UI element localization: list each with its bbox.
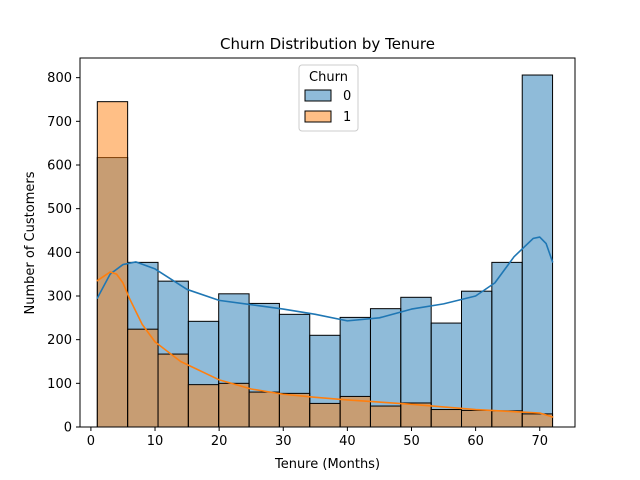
x-tick-label: 20 bbox=[211, 434, 228, 449]
x-axis-label: Tenure (Months) bbox=[274, 457, 380, 472]
y-tick-label: 700 bbox=[47, 115, 72, 130]
bar-series-1-bin-13 bbox=[491, 410, 523, 428]
legend-swatch-series-0 bbox=[304, 89, 332, 102]
series-1-bars bbox=[96, 101, 554, 428]
chart-title: Churn Distribution by Tenure bbox=[220, 35, 435, 53]
bar-series-0-bin-13 bbox=[491, 261, 523, 428]
bar-series-1-bin-12 bbox=[461, 409, 493, 428]
x-tick-label: 40 bbox=[339, 434, 356, 449]
y-tick-label: 0 bbox=[64, 421, 72, 436]
bar-series-1-bin-5 bbox=[248, 391, 280, 428]
x-axis: 0 10 20 30 40 50 60 70 bbox=[87, 427, 548, 449]
legend-label-series-0: 0 bbox=[343, 89, 351, 104]
bar-series-1-bin-7 bbox=[309, 402, 341, 428]
bar-series-1-bin-4 bbox=[218, 382, 250, 428]
bar-series-1-bin-0 bbox=[96, 101, 129, 428]
bar-series-1-bin-11 bbox=[430, 409, 463, 428]
x-tick-label: 50 bbox=[403, 434, 420, 449]
bar-series-0-bin-12 bbox=[461, 290, 493, 428]
x-tick-label: 30 bbox=[275, 434, 292, 449]
y-axis-label: Number of Customers bbox=[23, 171, 38, 314]
x-tick-label: 10 bbox=[147, 434, 164, 449]
bar-series-1-bin-2 bbox=[157, 353, 189, 428]
x-tick-label: 0 bbox=[87, 434, 95, 449]
x-tick-label: 70 bbox=[531, 434, 548, 449]
kde-line-series-1 bbox=[96, 271, 554, 418]
y-axis: 0 100 200 300 400 500 600 700 800 bbox=[47, 71, 80, 436]
kde-line-series-0 bbox=[96, 236, 554, 322]
y-tick-label: 600 bbox=[47, 158, 72, 173]
plot-frame bbox=[79, 57, 576, 428]
y-tick-label: 200 bbox=[47, 333, 72, 348]
y-tick-label: 500 bbox=[47, 202, 72, 217]
legend-label-series-1: 1 bbox=[343, 110, 351, 125]
y-tick-label: 400 bbox=[47, 246, 72, 261]
legend-title: Churn bbox=[309, 70, 348, 85]
bar-series-1-bin-6 bbox=[278, 392, 311, 428]
plot-area bbox=[79, 57, 576, 428]
y-tick-label: 300 bbox=[47, 289, 72, 304]
x-tick-label: 60 bbox=[467, 434, 484, 449]
legend: Churn 0 1 bbox=[298, 64, 359, 132]
bar-series-1-bin-1 bbox=[127, 328, 159, 428]
y-tick-label: 100 bbox=[47, 377, 72, 392]
legend-swatch-series-1 bbox=[304, 110, 332, 123]
bar-series-1-bin-3 bbox=[187, 384, 220, 428]
bar-series-1-bin-9 bbox=[369, 405, 402, 428]
bar-series-1-bin-10 bbox=[400, 402, 432, 428]
y-tick-label: 800 bbox=[47, 71, 72, 86]
